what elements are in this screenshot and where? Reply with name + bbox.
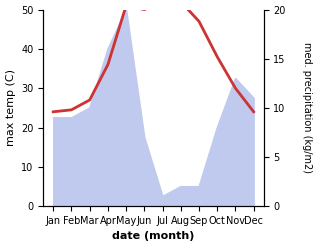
Y-axis label: med. precipitation (kg/m2): med. precipitation (kg/m2)	[302, 42, 313, 173]
Y-axis label: max temp (C): max temp (C)	[5, 69, 16, 146]
X-axis label: date (month): date (month)	[112, 231, 195, 242]
